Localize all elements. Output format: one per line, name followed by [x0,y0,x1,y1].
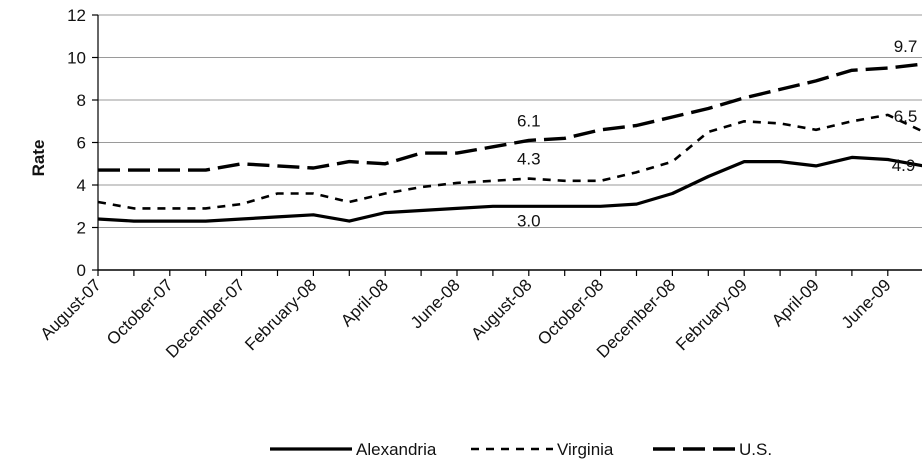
y-tick-label: 0 [77,261,86,280]
y-tick-label: 4 [77,176,86,195]
y-tick-label: 12 [67,6,86,25]
x-tick-label: April-08 [337,275,392,330]
axes: 024681012August-07October-07December-07F… [37,6,922,362]
x-tick-label: February-09 [672,275,751,354]
legend-label: U.S. [739,440,772,459]
y-tick-label: 2 [77,219,86,238]
series-lines [97,62,922,223]
data-label: 6.1 [517,111,541,130]
x-tick-label: August-08 [467,275,535,343]
y-axis-title: Rate [29,140,48,177]
series-line-virginia [97,113,922,210]
data-label: 4.9 [892,156,916,175]
data-label: 9.7 [894,37,918,56]
x-tick-label: June-09 [838,275,895,332]
x-tick-label: February-08 [241,275,320,354]
y-tick-label: 6 [77,134,86,153]
x-tick-label: October-08 [534,275,608,349]
data-labels: 6.1 4.3 3.0 9.7 6.5 4.9 [517,37,917,230]
x-tick-label: August-07 [37,275,105,343]
series-line-alexandria [97,155,922,223]
series-line-u-s [98,62,922,172]
y-tick-label: 10 [67,49,86,68]
data-label: 3.0 [517,211,541,230]
legend-label: Alexandria [356,440,437,459]
x-tick-label: October-07 [103,275,177,349]
x-tick-label: April-09 [768,275,823,330]
data-label: 6.5 [894,107,918,126]
gridlines [98,14,922,228]
legend: Alexandria Virginia U.S. [270,440,772,459]
legend-label: Virginia [557,440,614,459]
y-tick-label: 8 [77,91,86,110]
data-label: 4.3 [517,150,541,169]
x-tick-label: June-08 [407,275,464,332]
